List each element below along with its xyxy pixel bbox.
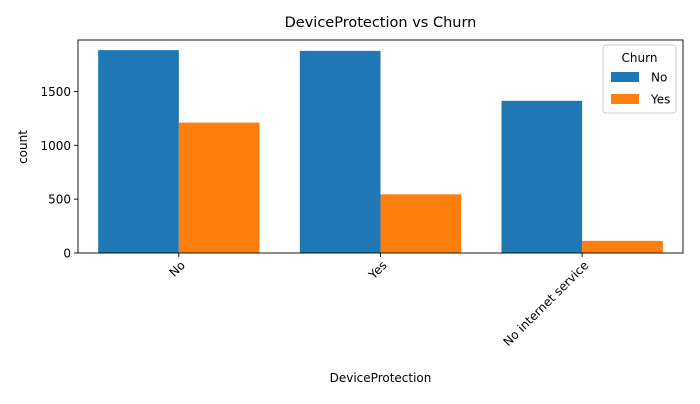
bar-no-internet-service-churn-yes [582, 240, 663, 253]
legend-swatch-no [611, 72, 639, 82]
bars-group [98, 50, 663, 254]
bar-no-internet-service-churn-no [501, 100, 583, 253]
chart-title: DeviceProtection vs Churn [285, 15, 477, 31]
y-tick-label: 500 [48, 193, 71, 207]
legend: Churn No Yes [602, 44, 677, 114]
bar-no-churn-no [98, 50, 179, 253]
y-axis: 0 500 1000 1500 [40, 85, 78, 261]
legend-title: Churn [622, 51, 658, 65]
x-tick-label: Yes [365, 258, 389, 282]
bar-yes-churn-no [299, 50, 381, 254]
y-tick-label: 0 [63, 247, 71, 261]
y-tick-label: 1500 [40, 85, 71, 99]
legend-label-no: No [651, 71, 667, 85]
x-tick-label: No [167, 258, 188, 279]
y-tick-label: 1000 [40, 139, 71, 153]
x-axis: No Yes No internet service [167, 253, 592, 349]
bar-yes-churn-yes [380, 194, 462, 253]
y-axis-label: count [16, 130, 30, 164]
legend-swatch-yes [611, 94, 639, 104]
x-axis-label: DeviceProtection [330, 371, 432, 385]
plot-frame [77, 39, 684, 254]
legend-label-yes: Yes [650, 93, 670, 107]
x-tick-label: No internet service [501, 258, 592, 349]
bar-no-churn-yes [178, 122, 260, 254]
legend-items: No Yes [611, 71, 670, 107]
